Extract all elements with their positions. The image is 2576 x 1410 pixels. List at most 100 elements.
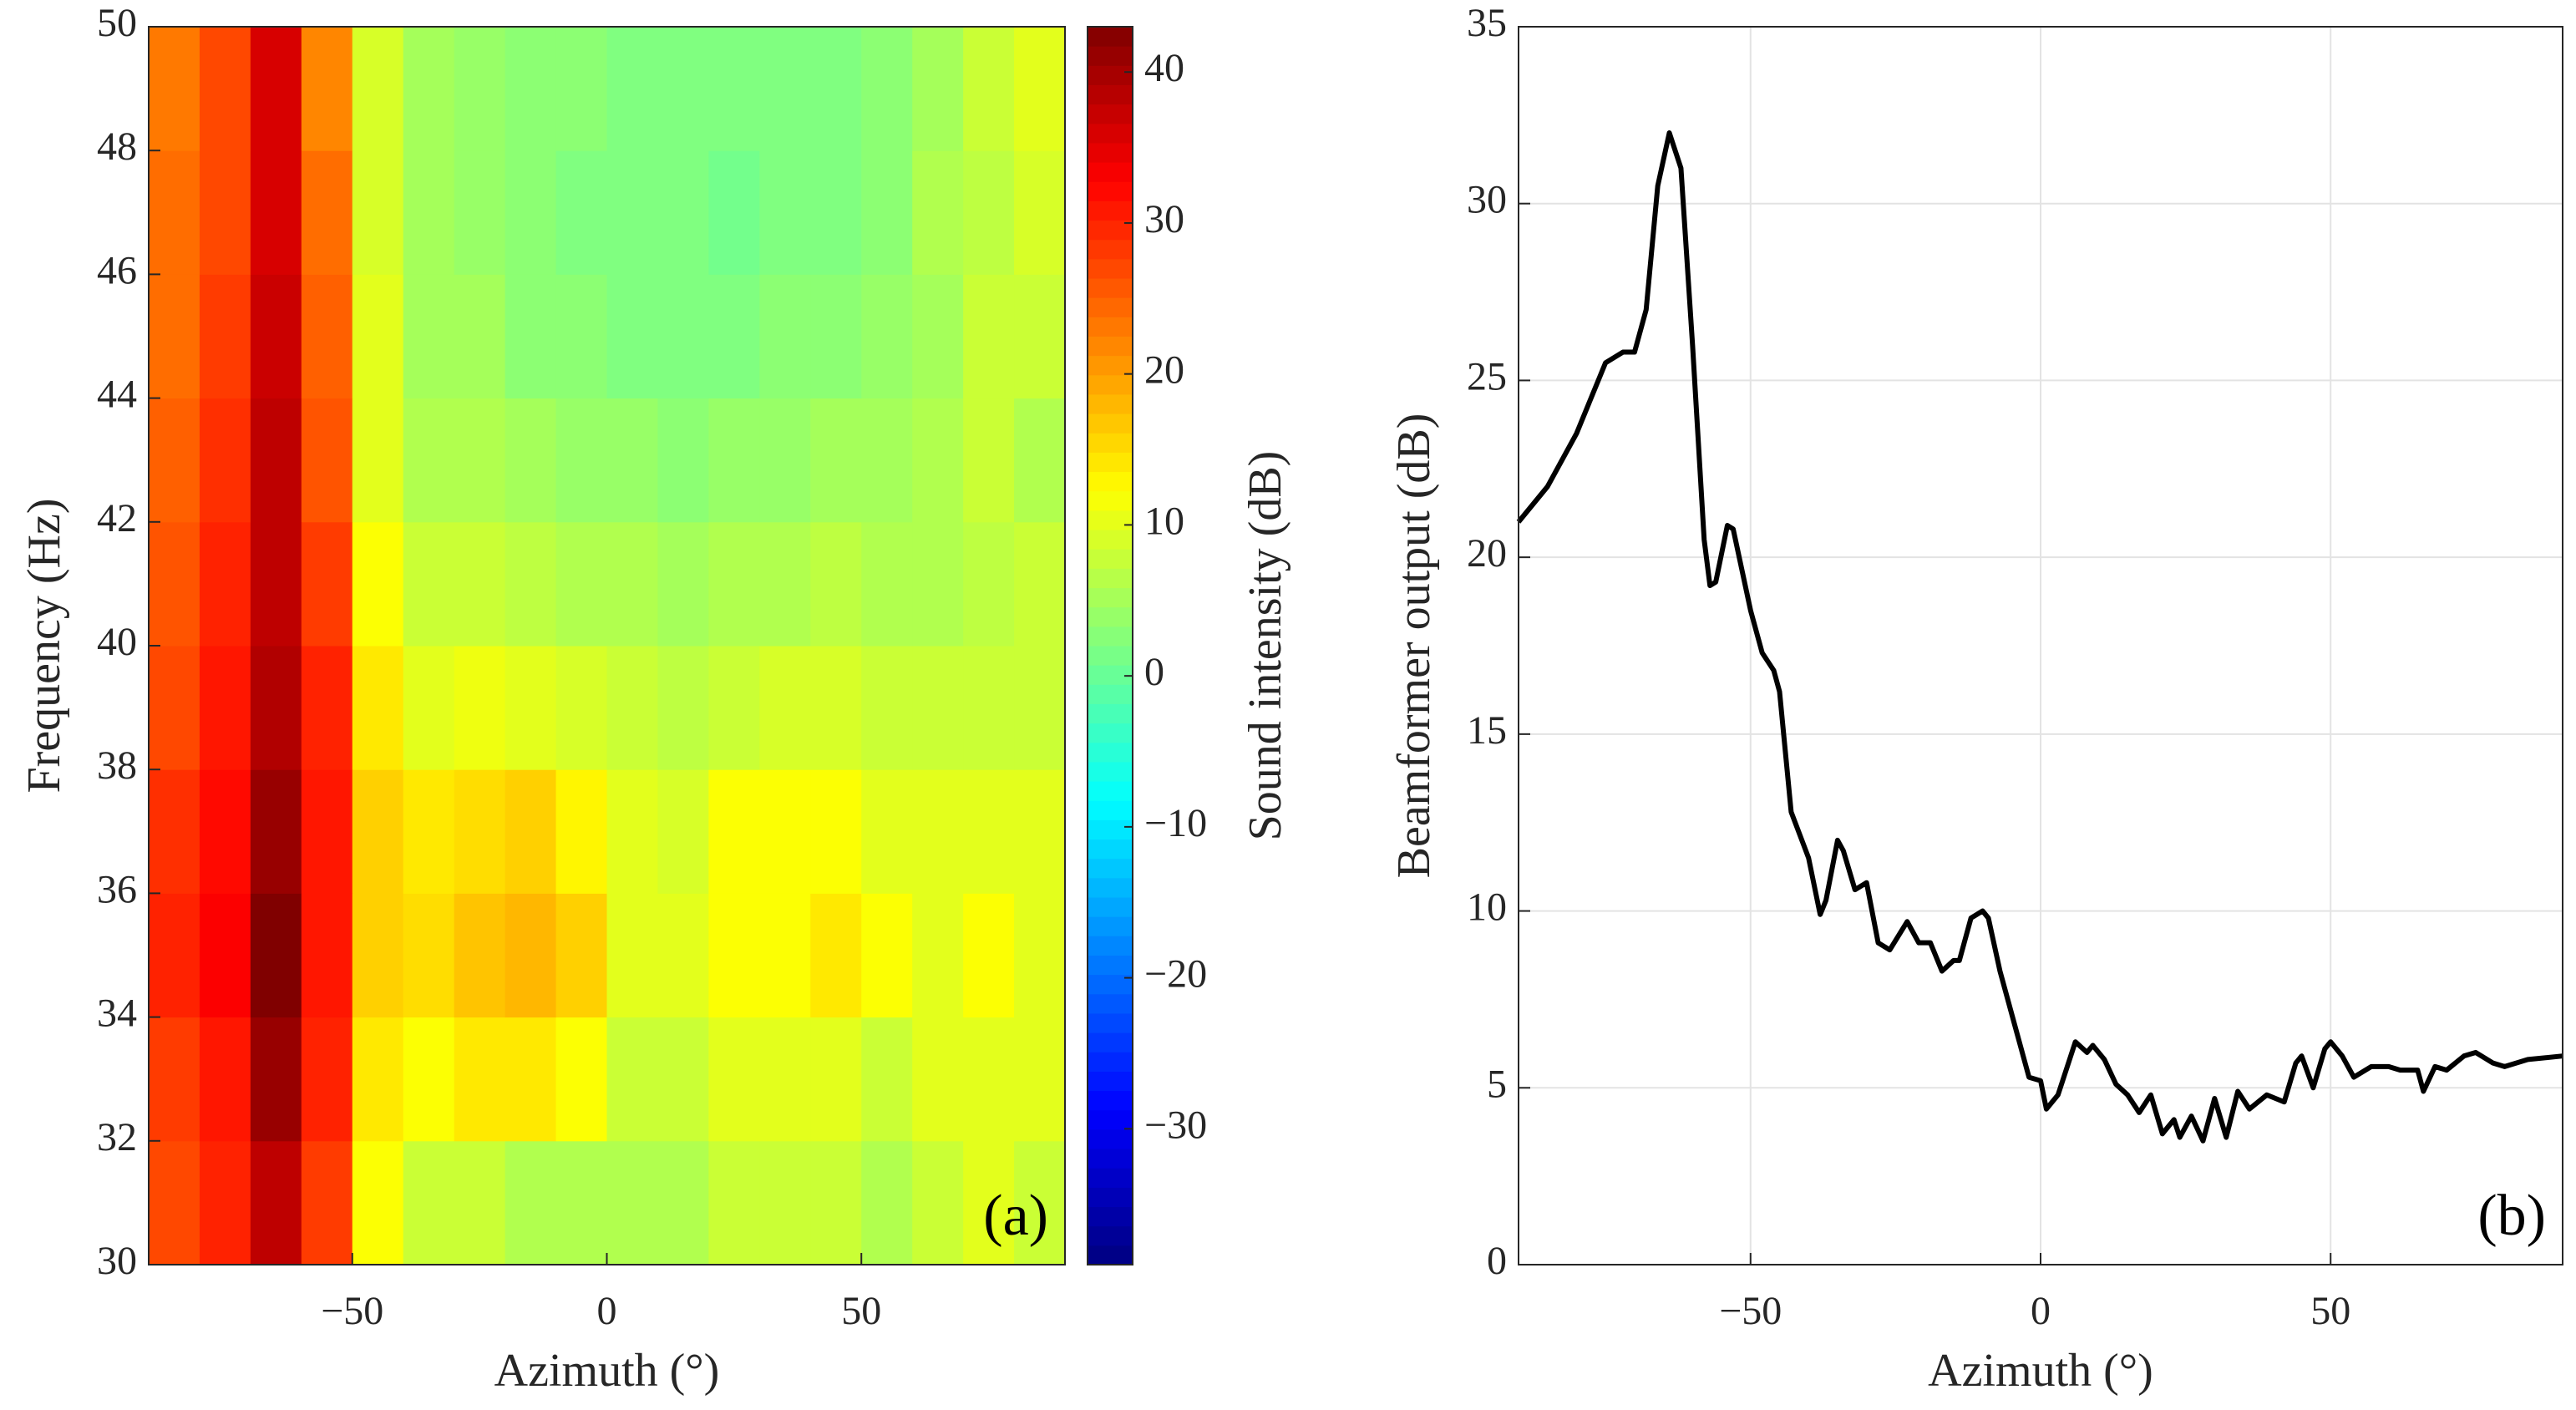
x-tick-label: 0 <box>597 1289 617 1333</box>
heatmap-cell <box>1014 398 1066 523</box>
colorbar-swatch <box>1088 1071 1133 1092</box>
heatmap-cell <box>912 274 964 399</box>
heatmap-cell <box>657 398 709 523</box>
heatmap-cell <box>250 398 302 523</box>
heatmap-cell <box>454 1140 506 1265</box>
colorbar-swatch <box>1088 27 1133 47</box>
colorbar-swatch <box>1088 65 1133 85</box>
colorbar-swatch <box>1088 452 1133 473</box>
heatmap-cell <box>759 398 811 523</box>
heatmap-cell <box>454 274 506 399</box>
heatmap-cell <box>149 274 200 399</box>
colorbar-swatch <box>1088 317 1133 337</box>
y-tick-label: 32 <box>97 1115 137 1159</box>
colorbar-swatch <box>1088 877 1133 898</box>
heatmap-cell <box>301 1140 353 1265</box>
heatmap-cell <box>250 1140 302 1265</box>
heatmap-cell <box>657 1017 709 1142</box>
heatmap-cell <box>199 150 251 275</box>
heatmap-cell <box>708 27 760 151</box>
heatmap-cell <box>861 150 913 275</box>
heatmap-cell <box>199 646 251 770</box>
colorbar-swatch <box>1088 916 1133 936</box>
heatmap-cell <box>250 646 302 770</box>
heatmap-cell <box>454 1017 506 1142</box>
heatmap-cell <box>199 769 251 894</box>
heatmap-cell <box>301 769 353 894</box>
heatmap-cell <box>555 521 607 647</box>
colorbar-swatch <box>1088 897 1133 917</box>
heatmap-cell <box>454 646 506 770</box>
colorbar-swatch <box>1088 1109 1133 1130</box>
heatmap-cell <box>963 150 1015 275</box>
heatmap-cell <box>1014 1140 1066 1265</box>
colorbar-tick-label: 10 <box>1144 499 1184 543</box>
colorbar-swatch <box>1088 181 1133 201</box>
colorbar-swatch <box>1088 587 1133 608</box>
colorbar-swatch <box>1088 1052 1133 1072</box>
heatmap-cell <box>1014 27 1066 151</box>
heatmap-cell <box>963 398 1015 523</box>
y-tick-label: 44 <box>97 373 137 417</box>
heatmap-cell <box>759 274 811 399</box>
heatmap-cell <box>250 27 302 151</box>
colorbar-swatch <box>1088 278 1133 298</box>
heatmap-cell <box>403 1140 455 1265</box>
y-tick-label: 30 <box>1467 178 1507 222</box>
colorbar-swatch <box>1088 1012 1133 1033</box>
colorbar-swatch <box>1088 742 1133 763</box>
colorbar-swatch <box>1088 297 1133 317</box>
heatmap-cell <box>199 893 251 1018</box>
heatmap-cell <box>1014 1017 1066 1142</box>
heatmap-cell <box>810 769 862 894</box>
heatmap-cell <box>403 1017 455 1142</box>
colorbar-tick-label: 40 <box>1144 46 1184 90</box>
heatmap-cell <box>963 1140 1015 1265</box>
colorbar-swatch <box>1088 200 1133 221</box>
heatmap-cell <box>912 1140 964 1265</box>
heatmap-cell <box>657 646 709 770</box>
heatmap-cell <box>505 521 557 647</box>
heatmap-cell <box>606 398 658 523</box>
heatmap-cell <box>810 398 862 523</box>
colorbar-swatch <box>1088 471 1133 492</box>
heatmap-cell <box>759 646 811 770</box>
heatmap-cell <box>708 646 760 770</box>
heatmap-cell <box>301 1017 353 1142</box>
heatmap-cell <box>250 274 302 399</box>
heatmap-cell <box>861 521 913 647</box>
y-axis-label: Frequency (Hz) <box>18 499 70 794</box>
x-tick-label: 50 <box>841 1289 881 1333</box>
colorbar-swatch <box>1088 1225 1133 1246</box>
heatmap-cell <box>861 769 913 894</box>
heatmap-cell <box>606 150 658 275</box>
x-tick-label: −50 <box>1719 1289 1782 1333</box>
y-tick-label: 10 <box>1467 885 1507 930</box>
colorbar-swatch <box>1088 781 1133 801</box>
colorbar-swatch <box>1088 993 1133 1014</box>
heatmap-cell <box>352 1140 404 1265</box>
heatmap-cell <box>657 274 709 399</box>
colorbar-tick-label: −20 <box>1144 952 1207 997</box>
heatmap-cell <box>759 27 811 151</box>
heatmap-cell <box>657 769 709 894</box>
colorbar-swatch <box>1088 1245 1133 1265</box>
heatmap-cell <box>759 893 811 1018</box>
heatmap-cell <box>199 398 251 523</box>
colorbar-swatch <box>1088 549 1133 569</box>
heatmap-cell <box>810 274 862 399</box>
y-tick-label: 50 <box>97 1 137 45</box>
colorbar-swatch <box>1088 1129 1133 1149</box>
y-axis-label: Beamformer output (dB) <box>1388 413 1440 879</box>
y-tick-label: 5 <box>1487 1062 1507 1106</box>
heatmap-cell <box>657 893 709 1018</box>
heatmap-cell <box>708 398 760 523</box>
y-tick-label: 35 <box>1467 1 1507 45</box>
heatmap-cell <box>505 646 557 770</box>
colorbar-swatch <box>1088 1187 1133 1208</box>
heatmap-cell <box>912 27 964 151</box>
heatmap-cell <box>657 150 709 275</box>
heatmap-cell <box>403 27 455 151</box>
colorbar-swatch <box>1088 955 1133 976</box>
heatmap-cell <box>454 521 506 647</box>
